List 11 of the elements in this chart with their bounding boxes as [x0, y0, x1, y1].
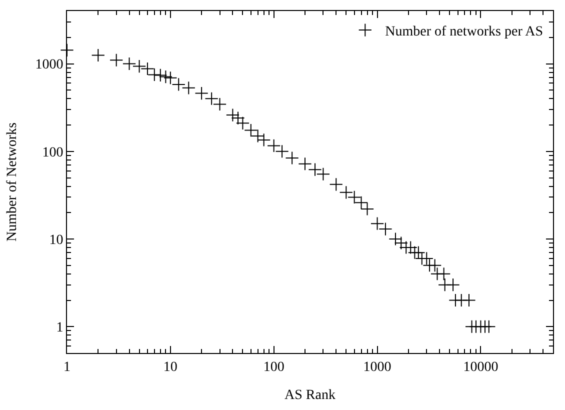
y-tick-label: 1000 — [35, 58, 64, 73]
y-tick-label: 1 — [56, 320, 64, 336]
y-tick-label: 100 — [42, 145, 64, 160]
x-tick-label: 1000 — [363, 360, 392, 375]
y-axis-title: Number of Networks — [4, 122, 20, 242]
x-tick-label: 100 — [263, 360, 284, 375]
x-axis-title: AS Rank — [284, 388, 336, 404]
legend-label: Number of networks per AS — [385, 24, 544, 40]
x-tick-label: 10000 — [463, 360, 498, 375]
x-tick-label: 10 — [163, 360, 178, 375]
y-tick-label: 10 — [49, 232, 64, 248]
